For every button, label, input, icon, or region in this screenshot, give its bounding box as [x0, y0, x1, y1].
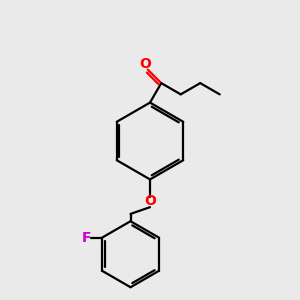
Text: O: O: [140, 57, 151, 71]
Text: O: O: [144, 194, 156, 208]
Text: F: F: [81, 231, 91, 245]
